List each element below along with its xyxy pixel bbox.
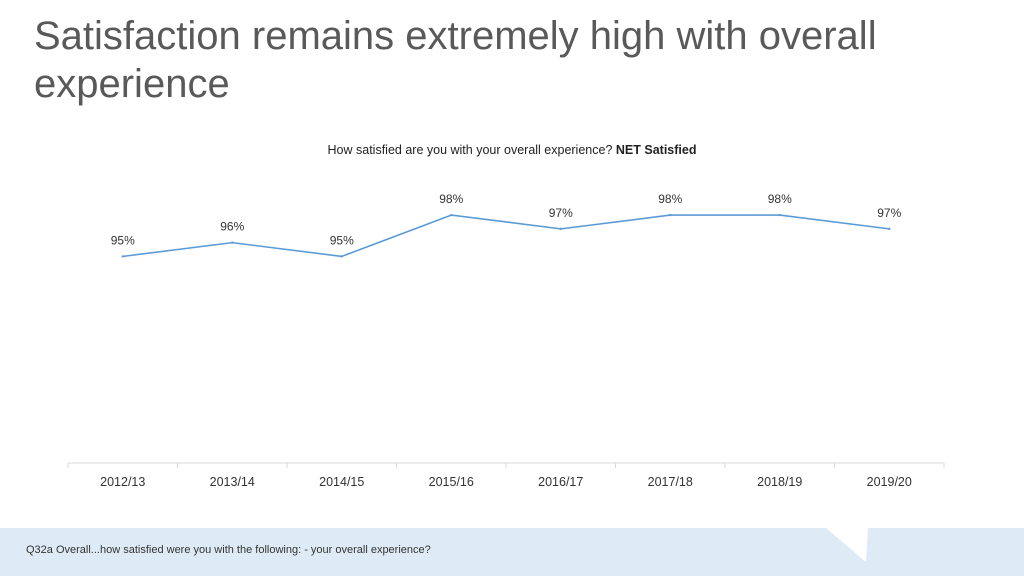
- data-label: 98%: [768, 192, 792, 206]
- data-point: [340, 255, 343, 258]
- line-chart: 2012/13 2013/14 2014/15 2015/16 2016/17 2017/…: [67, 192, 945, 489]
- x-tick-label: 2012/13: [100, 475, 145, 489]
- data-label: 96%: [220, 220, 244, 234]
- x-tick-label: 2015/16: [429, 475, 474, 489]
- data-point: [231, 241, 234, 244]
- footnote: Q32a Overall...how satisfied were you wi…: [26, 544, 431, 556]
- data-label: 95%: [330, 233, 354, 247]
- data-label: 97%: [549, 206, 573, 220]
- chart-title: How satisfied are you with your overall …: [0, 143, 1024, 157]
- data-label: 98%: [439, 192, 463, 206]
- x-tick-label: 2013/14: [210, 475, 255, 489]
- data-label: 97%: [877, 206, 901, 220]
- data-point: [778, 213, 781, 217]
- chart-title-question: How satisfied are you with your overall …: [327, 143, 613, 157]
- x-tick-label: 2017/18: [648, 475, 693, 489]
- callout-notch: [826, 528, 868, 562]
- x-tick-label: 2014/15: [319, 475, 364, 489]
- x-tick-label: 2019/20: [867, 475, 912, 489]
- data-label: 98%: [658, 192, 682, 206]
- data-point: [669, 213, 672, 217]
- chart-title-emphasis: NET Satisfied: [615, 143, 697, 157]
- data-point: [450, 213, 453, 217]
- x-tick-label: 2016/17: [538, 475, 583, 489]
- data-point: [888, 227, 891, 231]
- data-label: 95%: [111, 233, 135, 247]
- series-line: [122, 214, 890, 258]
- x-tick-label: 2018/19: [757, 475, 802, 489]
- footer-bar: Q32a Overall...how satisfied were you wi…: [0, 528, 1024, 576]
- data-point: [559, 227, 562, 231]
- slide-title: Satisfaction remains extremely high with…: [34, 14, 877, 106]
- data-point: [121, 255, 124, 258]
